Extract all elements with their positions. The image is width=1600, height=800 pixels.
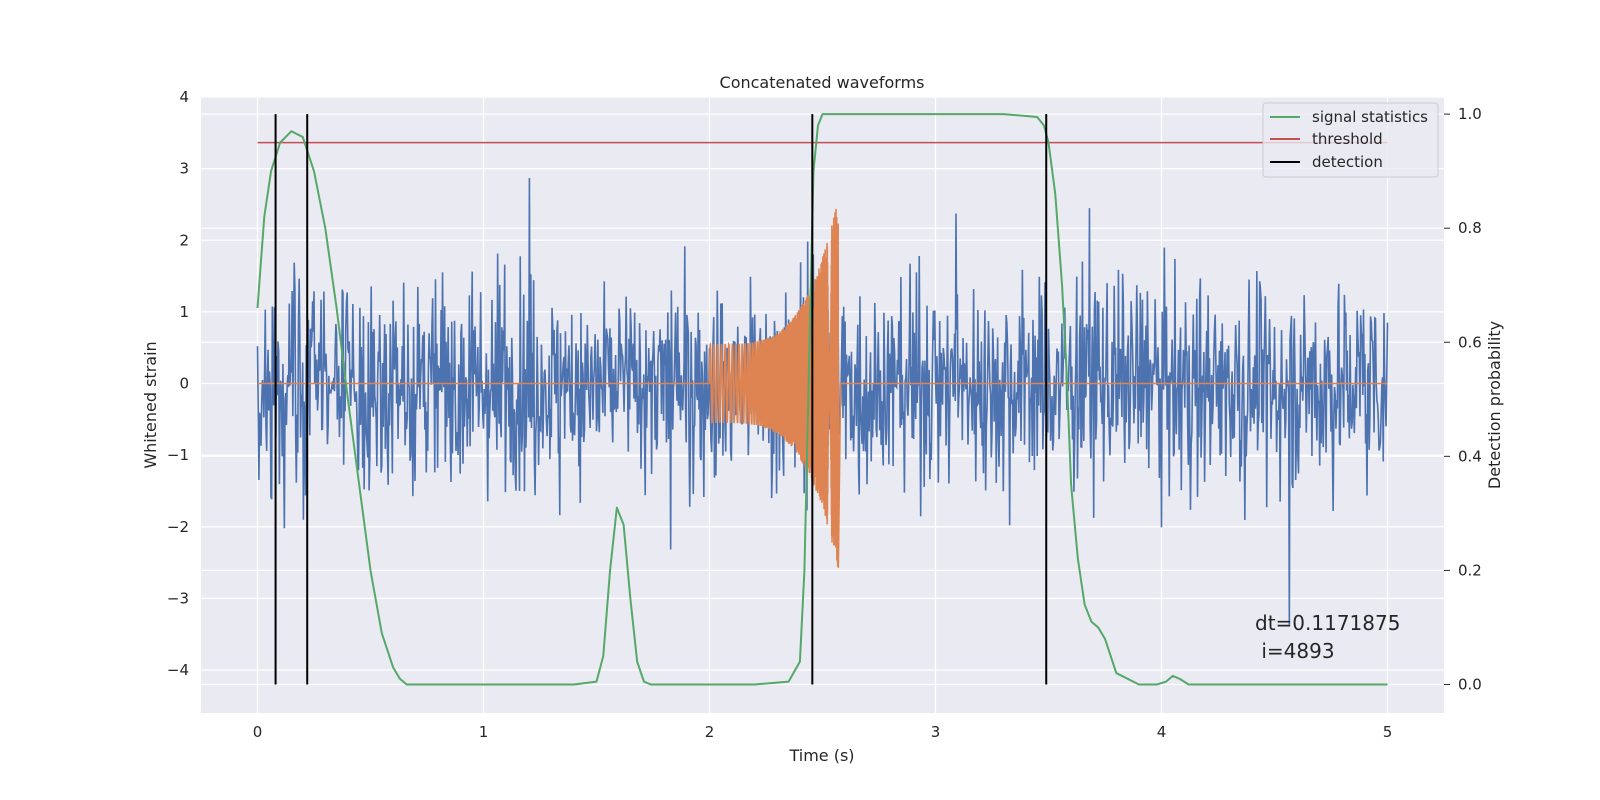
y-tick-label: 3 xyxy=(179,160,189,178)
y2-tick-label: 0.0 xyxy=(1458,675,1482,693)
y-axis-label: Whitened strain xyxy=(141,341,160,468)
template-series xyxy=(257,208,1388,568)
x-axis-label: Time (s) xyxy=(788,746,854,765)
y2-tick-label: 0.6 xyxy=(1458,333,1482,351)
chart-title: Concatenated waveforms xyxy=(720,73,925,92)
y-tick-label: 2 xyxy=(179,231,189,249)
x-tick-label: 1 xyxy=(479,723,489,741)
legend-label-signal-statistics: signal statistics xyxy=(1312,108,1428,126)
y-tick-label: 0 xyxy=(179,375,189,393)
y-tick-label: 1 xyxy=(179,303,189,321)
y-tick-label: −3 xyxy=(167,589,189,607)
y-tick-label: −1 xyxy=(167,446,189,464)
plot-area xyxy=(256,113,1389,686)
legend: signal statistics threshold detection xyxy=(1262,102,1439,178)
x-tick-label: 2 xyxy=(705,723,715,741)
x-tick-label: 4 xyxy=(1157,723,1167,741)
y2-tick-label: 0.2 xyxy=(1458,561,1482,579)
x-tick-label: 0 xyxy=(253,723,263,741)
legend-box xyxy=(1262,102,1439,178)
legend-label-detection: detection xyxy=(1312,153,1383,171)
x-tick-label: 5 xyxy=(1383,723,1393,741)
y-tick-label: −4 xyxy=(167,661,189,679)
y2-axis-label: Detection probability xyxy=(1485,321,1504,489)
legend-label-threshold: threshold xyxy=(1312,130,1383,148)
y-tick-label: 4 xyxy=(179,88,189,106)
signal-statistics-line xyxy=(256,113,1388,686)
x-tick-label: 3 xyxy=(931,723,941,741)
y2-tick-label: 1.0 xyxy=(1458,105,1482,123)
y2-axis-ticks: 0.0 0.2 0.4 0.6 0.8 1.0 xyxy=(1444,105,1482,693)
annotation-i: i=4893 xyxy=(1255,639,1335,663)
y-axis-ticks: −4 −3 −2 −1 0 1 2 3 4 xyxy=(167,88,189,679)
annotation-dt: dt=0.1171875 xyxy=(1255,611,1400,635)
y2-tick-label: 0.8 xyxy=(1458,219,1482,237)
y2-tick-label: 0.4 xyxy=(1458,447,1482,465)
y-tick-label: −2 xyxy=(167,518,189,536)
x-axis-ticks: 0 1 2 3 4 5 xyxy=(253,723,1393,741)
